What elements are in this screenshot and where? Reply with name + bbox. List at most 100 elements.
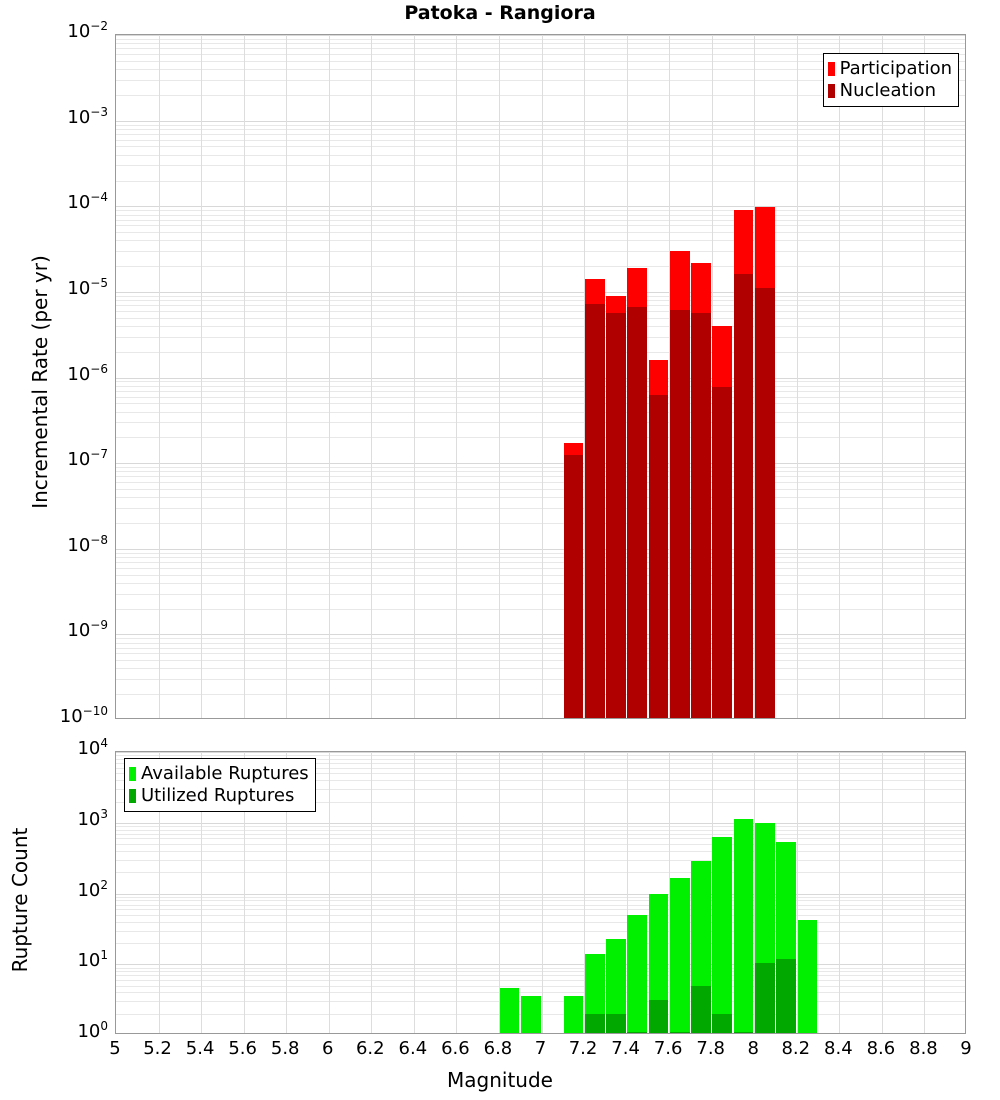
bottom-plot-legend: Available Ruptures Utilized Ruptures bbox=[124, 758, 316, 812]
bar-nucleation bbox=[691, 312, 711, 718]
x-axis-tick-label: 6.8 bbox=[483, 1038, 513, 1059]
grid-line bbox=[116, 482, 965, 484]
grid-line-vertical bbox=[584, 752, 586, 1033]
grid-line bbox=[116, 139, 965, 141]
utilized-ruptures-swatch-icon bbox=[129, 789, 136, 803]
x-axis-tick-label: 5.2 bbox=[143, 1038, 172, 1059]
grid-line bbox=[116, 300, 965, 302]
grid-line bbox=[116, 295, 965, 297]
bar-available-ruptures bbox=[606, 938, 626, 1033]
bar-available-ruptures bbox=[627, 914, 648, 1033]
grid-line bbox=[116, 210, 965, 212]
grid-line bbox=[116, 69, 965, 71]
grid-line bbox=[116, 240, 965, 242]
x-axis-tick-label: 5.8 bbox=[270, 1038, 300, 1059]
grid-line bbox=[116, 909, 965, 911]
bar-nucleation bbox=[627, 307, 648, 718]
grid-line bbox=[116, 336, 965, 338]
grid-line-vertical bbox=[584, 35, 586, 718]
grid-line bbox=[116, 921, 965, 923]
bar-utilized-ruptures bbox=[691, 985, 711, 1033]
top-plot-legend: Participation Nucleation bbox=[822, 53, 959, 107]
grid-line bbox=[116, 476, 965, 478]
x-axis-tick-label: 8.6 bbox=[866, 1038, 896, 1059]
grid-line bbox=[116, 381, 965, 383]
grid-line bbox=[116, 35, 965, 36]
grid-line bbox=[116, 385, 965, 387]
x-axis-tick-label: 7.2 bbox=[568, 1038, 598, 1059]
bar-nucleation bbox=[755, 288, 775, 718]
x-axis-tick-label: 7 bbox=[534, 1038, 547, 1059]
y-axis-tick-label: 10−5 bbox=[67, 275, 108, 299]
grid-line bbox=[116, 437, 965, 439]
x-axis-tick-label: 6 bbox=[322, 1038, 334, 1059]
nucleation-swatch-icon bbox=[827, 84, 835, 98]
grid-line bbox=[116, 801, 965, 803]
grid-line-vertical bbox=[456, 35, 458, 718]
grid-line bbox=[116, 653, 965, 655]
bar-available-ruptures bbox=[669, 877, 690, 1033]
x-axis-tick-label: 6.4 bbox=[398, 1038, 428, 1059]
grid-line bbox=[116, 467, 965, 468]
bar-available-ruptures bbox=[521, 995, 541, 1033]
bar-nucleation bbox=[606, 313, 626, 718]
top-plot-y-axis-label: Incremental Rate (per yr) bbox=[28, 255, 52, 509]
grid-line bbox=[116, 133, 965, 135]
grid-line bbox=[116, 930, 965, 932]
page-title: Patoka - Rangiora bbox=[404, 2, 596, 24]
bar-nucleation bbox=[733, 274, 754, 718]
grid-line bbox=[116, 219, 965, 221]
grid-line bbox=[116, 79, 965, 81]
grid-line bbox=[116, 593, 965, 595]
bar-utilized-ruptures bbox=[733, 1031, 754, 1033]
grid-line bbox=[116, 124, 965, 126]
grid-line bbox=[116, 838, 965, 840]
grid-line bbox=[116, 180, 965, 182]
bar-available-ruptures bbox=[648, 894, 669, 1033]
x-axis-tick-label: 9 bbox=[960, 1038, 972, 1059]
grid-line bbox=[116, 523, 965, 524]
grid-line bbox=[116, 266, 965, 268]
grid-line bbox=[116, 488, 965, 490]
participation-swatch-icon bbox=[827, 62, 835, 76]
grid-line bbox=[116, 642, 965, 644]
grid-line-vertical bbox=[371, 752, 373, 1033]
grid-line-vertical bbox=[328, 35, 330, 718]
grid-line-vertical bbox=[839, 35, 841, 718]
grid-line bbox=[116, 251, 965, 252]
grid-line bbox=[116, 552, 965, 554]
grid-line-vertical bbox=[881, 752, 883, 1033]
bar-available-ruptures bbox=[733, 818, 754, 1033]
grid-line-vertical bbox=[541, 752, 543, 1033]
x-axis-tick-label: 7.8 bbox=[696, 1038, 726, 1059]
grid-line bbox=[116, 60, 965, 62]
grid-line bbox=[116, 833, 965, 835]
bar-available-ruptures bbox=[499, 988, 520, 1033]
grid-line-vertical bbox=[286, 752, 288, 1033]
grid-line bbox=[116, 773, 965, 775]
y-axis-tick-label: 10−4 bbox=[67, 190, 108, 214]
grid-line bbox=[116, 694, 965, 696]
grid-line bbox=[116, 165, 965, 167]
grid-line bbox=[116, 411, 965, 413]
x-axis-tick-label: 5.6 bbox=[228, 1038, 257, 1059]
grid-line bbox=[116, 679, 965, 681]
legend-item-nucleation: Nucleation bbox=[827, 80, 952, 102]
grid-line bbox=[116, 291, 965, 293]
grid-line bbox=[116, 128, 965, 130]
grid-line bbox=[116, 872, 965, 874]
y-axis-tick-label: 10−3 bbox=[67, 104, 108, 128]
bar-nucleation bbox=[563, 454, 584, 718]
y-axis-tick-label: 10−10 bbox=[59, 704, 108, 727]
grid-line bbox=[116, 43, 965, 45]
grid-line-vertical bbox=[754, 35, 756, 718]
bar-utilized-ruptures bbox=[755, 962, 775, 1033]
top-plot-bars bbox=[116, 35, 965, 718]
grid-line bbox=[116, 914, 965, 916]
grid-line bbox=[116, 567, 965, 569]
bar-nucleation bbox=[648, 395, 669, 718]
grid-line bbox=[116, 325, 965, 327]
incremental-rate-plot: Participation Nucleation bbox=[115, 34, 966, 719]
grid-line bbox=[116, 859, 965, 861]
y-axis-tick-label: 102 bbox=[77, 877, 108, 901]
